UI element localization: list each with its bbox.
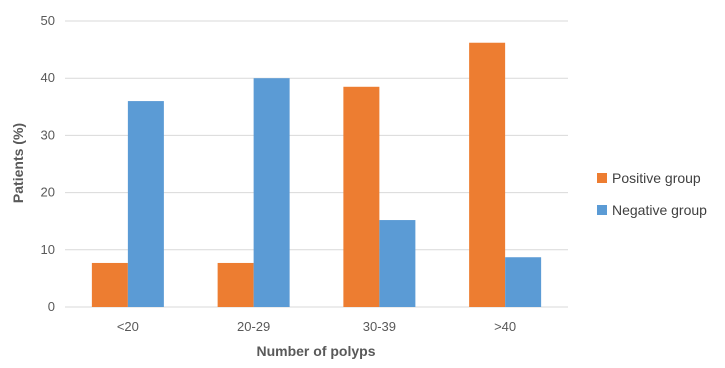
legend-swatch <box>597 205 607 215</box>
x-tick-label: <20 <box>117 319 139 334</box>
y-tick-label: 0 <box>48 299 55 314</box>
bar-negative-group <box>127 101 164 307</box>
legend-swatch <box>597 173 607 183</box>
y-axis-title: Patients (%) <box>10 123 26 203</box>
bar-negative-group <box>253 78 290 307</box>
bar-positive-group <box>217 262 254 307</box>
y-tick-label: 20 <box>41 185 55 200</box>
bar-negative-group <box>379 220 416 307</box>
y-tick-label: 30 <box>41 127 55 142</box>
x-tick-label: 20-29 <box>237 319 270 334</box>
x-tick-label: 30-39 <box>363 319 396 334</box>
y-tick-label: 40 <box>41 70 55 85</box>
y-tick-label: 50 <box>41 13 55 28</box>
y-tick-label: 10 <box>41 242 55 257</box>
x-tick-label: >40 <box>494 319 516 334</box>
legend: Positive group Negative group <box>597 170 707 218</box>
bar-positive-group <box>343 86 380 307</box>
x-axis-title: Number of polyps <box>256 343 375 359</box>
bar-negative-group <box>505 257 542 307</box>
bars <box>91 42 542 308</box>
legend-label: Negative group <box>612 202 707 218</box>
axes: 0 10 20 30 40 50 <20 20-29 30-39 >40 <box>41 13 517 334</box>
bar-positive-group <box>91 262 128 307</box>
bar-positive-group <box>469 42 506 308</box>
legend-label: Positive group <box>612 170 701 186</box>
